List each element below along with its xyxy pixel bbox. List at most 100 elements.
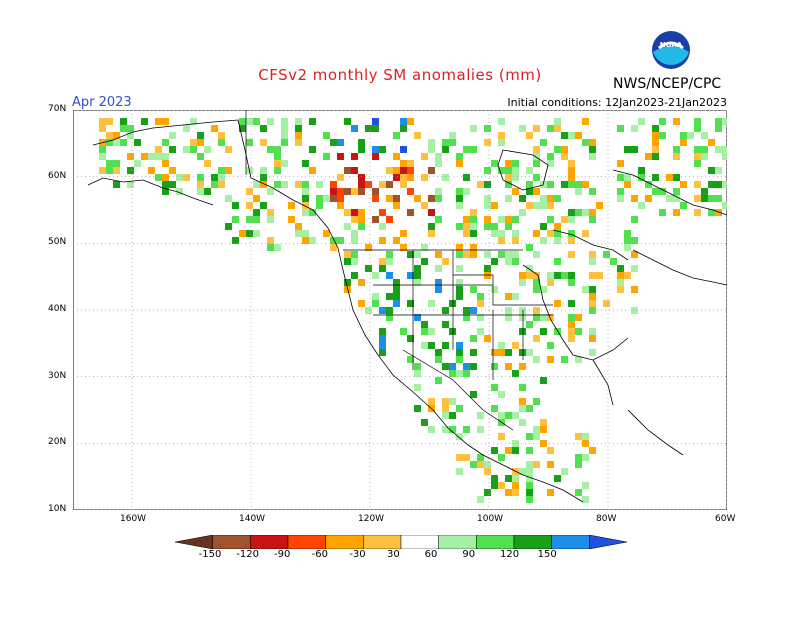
anomaly-cell bbox=[533, 174, 540, 181]
anomaly-cell bbox=[302, 237, 309, 244]
anomaly-cell bbox=[253, 181, 260, 188]
anomaly-cell bbox=[456, 293, 463, 300]
anomaly-cell bbox=[659, 118, 666, 125]
anomaly-cell bbox=[589, 272, 596, 279]
anomaly-cell bbox=[414, 132, 421, 139]
anomaly-cell bbox=[540, 223, 547, 230]
anomaly-cell bbox=[197, 181, 204, 188]
anomaly-cell bbox=[470, 286, 477, 293]
anomaly-cell bbox=[428, 146, 435, 153]
agency-label: NWS/NCEP/CPC bbox=[613, 76, 722, 92]
anomaly-cell bbox=[624, 272, 631, 279]
anomaly-cell bbox=[603, 300, 610, 307]
anomaly-cell bbox=[470, 125, 477, 132]
anomaly-cell bbox=[421, 419, 428, 426]
anomaly-cell bbox=[456, 251, 463, 258]
anomaly-cell bbox=[498, 167, 505, 174]
anomaly-cell bbox=[358, 139, 365, 146]
anomaly-cell bbox=[589, 349, 596, 356]
anomaly-cell bbox=[568, 230, 575, 237]
anomaly-cell bbox=[519, 384, 526, 391]
anomaly-cell bbox=[211, 174, 218, 181]
anomaly-cell bbox=[428, 195, 435, 202]
anomaly-cell bbox=[512, 440, 519, 447]
anomaly-cell bbox=[344, 209, 351, 216]
anomaly-cell bbox=[274, 181, 281, 188]
anomaly-cell bbox=[106, 132, 113, 139]
anomaly-cell bbox=[491, 230, 498, 237]
anomaly-cell bbox=[246, 202, 253, 209]
anomaly-cell bbox=[547, 153, 554, 160]
anomaly-cell bbox=[274, 153, 281, 160]
anomaly-cell bbox=[274, 146, 281, 153]
anomaly-cell bbox=[372, 188, 379, 195]
anomaly-cell bbox=[617, 279, 624, 286]
anomaly-cell bbox=[568, 321, 575, 328]
anomaly-cell bbox=[533, 426, 540, 433]
anomaly-cell bbox=[512, 412, 519, 419]
anomaly-cell bbox=[498, 454, 505, 461]
anomaly-cell bbox=[533, 356, 540, 363]
anomaly-cell bbox=[498, 237, 505, 244]
anomaly-cell bbox=[652, 139, 659, 146]
anomaly-cell bbox=[288, 202, 295, 209]
anomaly-cell bbox=[295, 181, 302, 188]
anomaly-cell bbox=[428, 230, 435, 237]
anomaly-cell bbox=[568, 132, 575, 139]
anomaly-cell bbox=[134, 139, 141, 146]
anomaly-cell bbox=[407, 167, 414, 174]
anomaly-cell bbox=[680, 181, 687, 188]
anomaly-cell bbox=[547, 489, 554, 496]
anomaly-cell bbox=[498, 132, 505, 139]
anomaly-cell bbox=[463, 188, 470, 195]
anomaly-cell bbox=[505, 160, 512, 167]
anomaly-cell bbox=[351, 272, 358, 279]
anomaly-cell bbox=[274, 160, 281, 167]
anomaly-cell bbox=[421, 342, 428, 349]
anomaly-cell bbox=[631, 286, 638, 293]
anomaly-cell bbox=[582, 482, 589, 489]
anomaly-cell bbox=[113, 167, 120, 174]
anomaly-cell bbox=[421, 321, 428, 328]
anomaly-cell bbox=[183, 146, 190, 153]
legend-swatch bbox=[589, 535, 627, 549]
anomaly-cell bbox=[645, 195, 652, 202]
anomaly-cell bbox=[533, 202, 540, 209]
anomaly-cell bbox=[540, 195, 547, 202]
anomaly-cell bbox=[505, 475, 512, 482]
lon-tick-label: 80W bbox=[596, 514, 617, 524]
anomaly-cell bbox=[687, 132, 694, 139]
anomaly-cell bbox=[701, 146, 708, 153]
anomaly-cell bbox=[568, 314, 575, 321]
anomaly-cell bbox=[575, 188, 582, 195]
anomaly-cell bbox=[505, 167, 512, 174]
legend-swatch bbox=[551, 535, 590, 549]
anomaly-cell bbox=[183, 174, 190, 181]
anomaly-cell bbox=[148, 167, 155, 174]
anomaly-cell bbox=[533, 433, 540, 440]
anomaly-cell bbox=[575, 181, 582, 188]
anomaly-cell bbox=[512, 293, 519, 300]
anomaly-cell bbox=[456, 188, 463, 195]
anomaly-cell bbox=[512, 160, 519, 167]
anomaly-cell bbox=[442, 146, 449, 153]
anomaly-cell bbox=[519, 125, 526, 132]
anomaly-cell bbox=[547, 230, 554, 237]
anomaly-cell bbox=[267, 188, 274, 195]
anomaly-cell bbox=[435, 251, 442, 258]
anomaly-cell bbox=[267, 216, 274, 223]
anomaly-cell bbox=[519, 307, 526, 314]
anomaly-cell bbox=[575, 461, 582, 468]
anomaly-cell bbox=[337, 153, 344, 160]
anomaly-cell bbox=[456, 468, 463, 475]
legend-swatch bbox=[476, 535, 515, 549]
anomaly-cell bbox=[526, 496, 533, 503]
anomaly-cell bbox=[176, 174, 183, 181]
anomaly-cell bbox=[589, 251, 596, 258]
anomaly-cell bbox=[512, 230, 519, 237]
anomaly-cell bbox=[575, 132, 582, 139]
anomaly-cell bbox=[386, 195, 393, 202]
anomaly-cell bbox=[456, 195, 463, 202]
legend-tick-label: -150 bbox=[198, 549, 222, 560]
anomaly-cell bbox=[456, 244, 463, 251]
